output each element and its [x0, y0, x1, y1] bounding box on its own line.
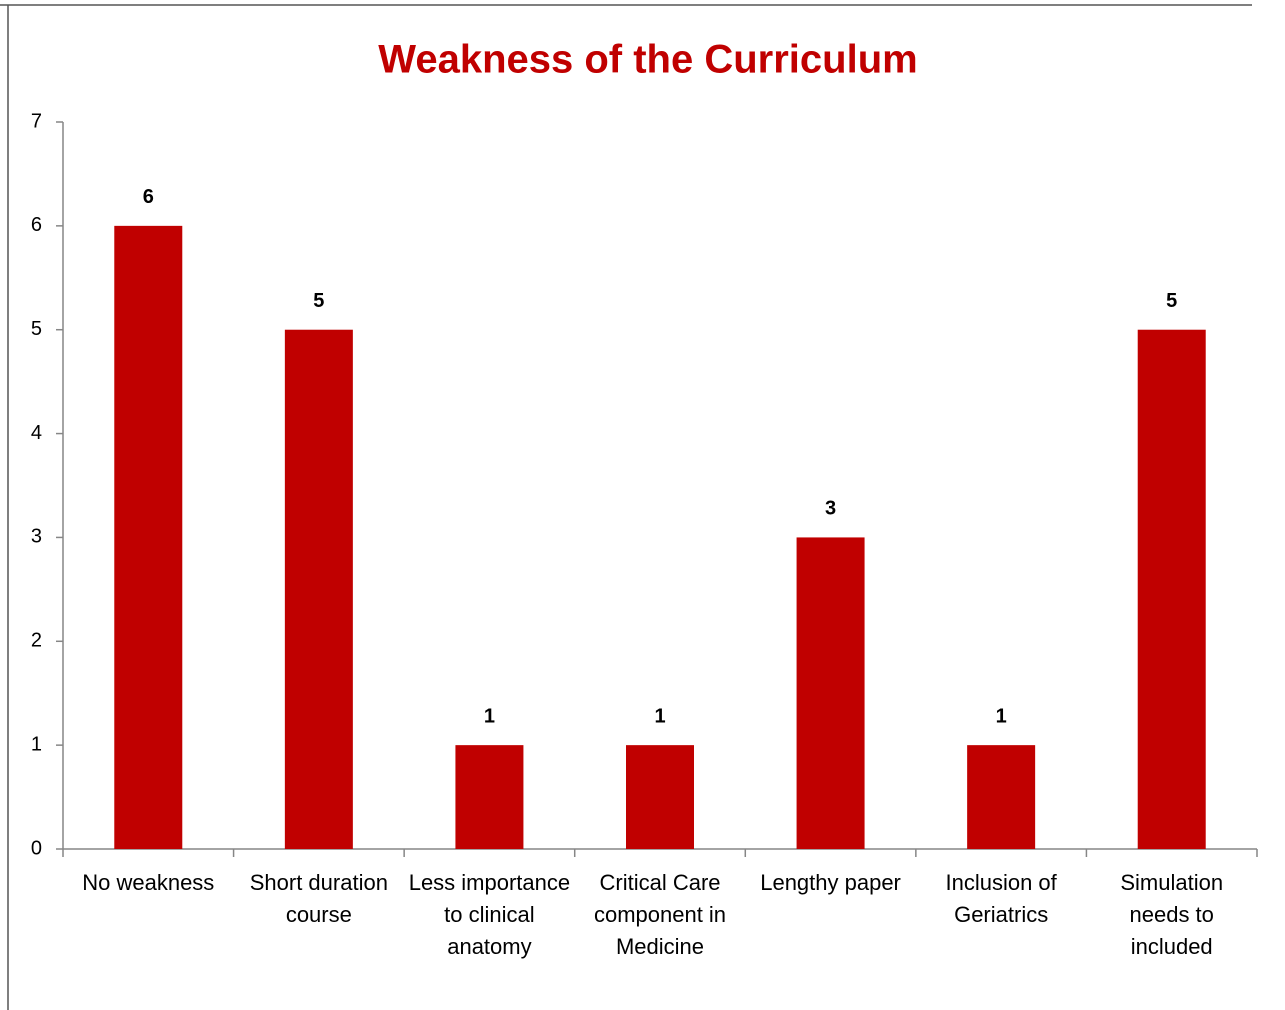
x-tick-label: Lengthy paper: [760, 870, 901, 895]
bar: [455, 745, 524, 849]
data-label: 1: [484, 705, 495, 727]
data-label: 5: [1166, 290, 1177, 312]
y-tick-label: 6: [31, 214, 42, 236]
x-tick-label: No weakness: [82, 870, 215, 895]
y-tick-label: 2: [31, 630, 42, 652]
bar: [967, 745, 1036, 849]
bar: [626, 745, 694, 849]
y-tick-label: 5: [31, 318, 42, 340]
data-label: 1: [654, 705, 665, 727]
bar: [796, 537, 865, 849]
data-label: 1: [996, 705, 1007, 727]
x-tick-label: Short duration course: [249, 870, 388, 927]
y-tick-label: 4: [31, 422, 42, 444]
data-label: 6: [143, 186, 154, 208]
x-tick-label: Inclusion of Geriatrics: [945, 870, 1057, 927]
y-tick-label: 0: [31, 837, 42, 859]
y-tick-label: 3: [31, 526, 42, 548]
x-tick-label: Critical Care component in Medicine: [593, 870, 727, 959]
bar: [1137, 329, 1206, 849]
y-tick-label: 1: [31, 733, 42, 755]
data-label: 5: [313, 290, 324, 312]
bar: [114, 225, 183, 849]
y-tick-label: 7: [31, 110, 42, 132]
bar: [284, 329, 353, 849]
x-tick-label: Less importance to clinical anatomy: [408, 870, 571, 959]
data-label: 3: [825, 498, 836, 520]
chart-title: Weakness of the Curriculum: [378, 38, 917, 82]
x-tick-label: Simulation needs to included: [1120, 870, 1224, 959]
